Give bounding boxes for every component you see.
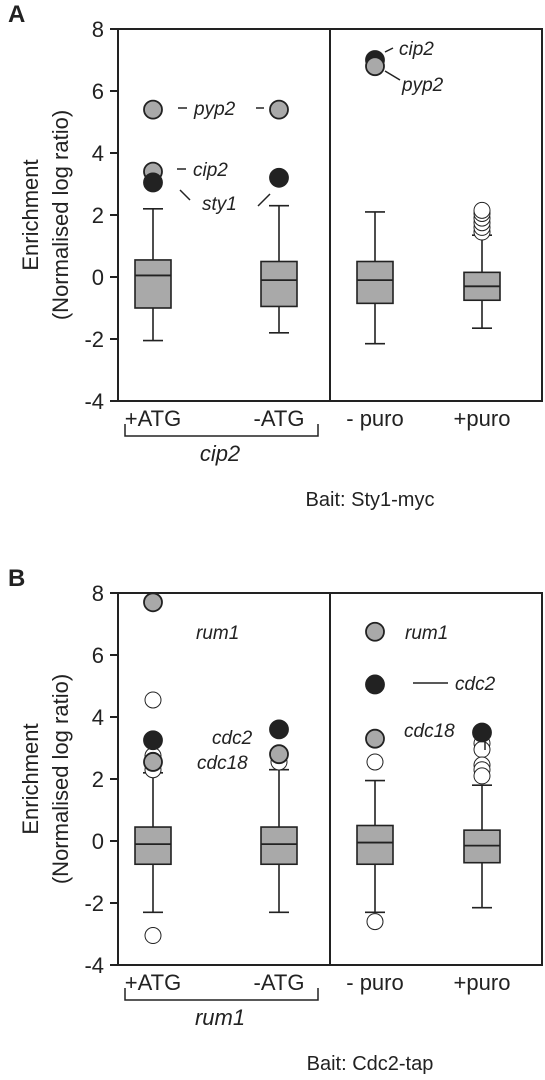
category-label-minus-puro-b: - puro	[346, 970, 403, 995]
group-label-b: rum1	[195, 1005, 245, 1030]
leader-pyp2-puro	[384, 70, 401, 81]
annotation-cdc18-puro: cdc18	[404, 721, 455, 742]
annotation-sty1-a: sty1	[202, 194, 237, 215]
outlier-point	[473, 741, 491, 759]
box-minus-atg-a	[260, 204, 298, 334]
category-label-plus-atg-b: +ATG	[125, 970, 181, 995]
y-tick-label: 6	[92, 79, 104, 104]
group-bracket-b	[124, 988, 319, 1001]
highlighted-point-gray	[143, 592, 163, 613]
boxes-a	[134, 204, 501, 345]
highlighted-point-black	[143, 172, 163, 193]
y-tick-label: 2	[92, 203, 104, 228]
y-tick-label: 8	[92, 581, 104, 606]
highlighted-point-black	[269, 719, 289, 740]
box-minus-puro-b	[356, 779, 394, 914]
highlighted-point-black	[472, 722, 492, 743]
annotation-cip2-a: cip2	[193, 160, 228, 181]
panel-a: A 8 6 4 2 0 -2 -4 Enrichment (Normalised log r…	[8, 1, 543, 511]
panel-b: B 8 6 4 2 0 -2 -4 Enrichment (Normalised log r…	[8, 565, 543, 1075]
outlier-point	[366, 913, 384, 931]
group-bracket-a	[124, 424, 319, 437]
highlighted-points-b	[143, 592, 492, 772]
boxes-b	[134, 768, 501, 914]
outlier-point	[473, 767, 491, 785]
y-tick-label: -4	[84, 389, 104, 414]
annotation-rum1-b: rum1	[196, 623, 239, 644]
box-plusminus-atg-a	[134, 208, 172, 342]
box-iqr	[134, 826, 172, 866]
y-axis-b: 8 6 4 2 0 -2 -4	[84, 581, 118, 978]
annotation-pyp2-puro: pyp2	[401, 75, 444, 96]
highlighted-point-gray	[365, 728, 385, 749]
highlighted-point-gray	[143, 99, 163, 120]
panel-letter-a: A	[8, 1, 25, 28]
highlighted-point-black	[269, 167, 289, 188]
y-tick-label: 8	[92, 17, 104, 42]
panel-letter-b: B	[8, 565, 25, 592]
y-tick-label: 6	[92, 643, 104, 668]
annotation-cdc18-b: cdc18	[197, 753, 248, 774]
box-iqr	[260, 826, 298, 866]
box-plusminus-puro-a	[463, 234, 501, 329]
y-tick-label: -4	[84, 953, 104, 978]
highlighted-points-a	[143, 50, 385, 193]
outlier-point	[144, 691, 162, 709]
y-axis-label-b-line2: (Normalised log ratio)	[48, 674, 73, 884]
highlighted-point-gray	[269, 744, 289, 765]
highlighted-point-gray	[365, 56, 385, 77]
y-tick-label: -2	[84, 327, 104, 352]
annotation-rum1-puro: rum1	[405, 623, 448, 644]
category-label-plus-atg-a: +ATG	[125, 406, 181, 431]
box-plusminus-puro-b	[463, 784, 501, 909]
y-axis-label-a-line2: (Normalised log ratio)	[48, 110, 73, 320]
box-iqr	[134, 259, 172, 309]
annotation-cdc2-b: cdc2	[212, 728, 253, 749]
group-label-a: cip2	[200, 441, 240, 466]
y-tick-label: 0	[92, 829, 104, 854]
y-axis-label-a-line1: Enrichment	[18, 159, 43, 270]
y-tick-label: 2	[92, 767, 104, 792]
category-label-plus-puro-b: +puro	[454, 970, 511, 995]
y-axis-a: 8 6 4 2 0 -2 -4	[84, 17, 118, 414]
annotation-cdc2-puro: cdc2	[455, 674, 496, 695]
y-axis-label-b-line1: Enrichment	[18, 723, 43, 834]
outlier-point	[144, 927, 162, 945]
highlighted-point-black	[143, 730, 163, 751]
box-minus-puro-a	[356, 211, 394, 345]
category-label-minus-puro-a: - puro	[346, 406, 403, 431]
annotation-cip2-puro: cip2	[399, 39, 434, 60]
box-plusminus-atg-b	[134, 771, 172, 914]
highlighted-point-gray	[365, 621, 385, 642]
leader-cip2-puro	[384, 47, 394, 53]
category-label-minus-atg-b: -ATG	[254, 970, 305, 995]
box-iqr	[356, 824, 394, 866]
category-label-minus-atg-a: -ATG	[254, 406, 305, 431]
outlier-point	[473, 201, 491, 219]
y-tick-label: 4	[92, 705, 104, 730]
y-tick-label: 0	[92, 265, 104, 290]
bait-label-b: Bait: Cdc2-tap	[307, 1053, 434, 1075]
box-iqr	[356, 260, 394, 305]
leader-sty1-left	[179, 189, 191, 201]
bait-label-a: Bait: Sty1-myc	[306, 489, 435, 511]
box-iqr	[260, 260, 298, 308]
category-label-plus-puro-a: +puro	[454, 406, 511, 431]
highlighted-point-gray	[269, 99, 289, 120]
y-tick-label: -2	[84, 891, 104, 916]
y-tick-label: 4	[92, 141, 104, 166]
annotation-pyp2-a: pyp2	[193, 99, 236, 120]
leader-sty1-right	[257, 193, 271, 207]
outlier-point	[366, 753, 384, 771]
highlighted-point-black	[365, 674, 385, 695]
box-minus-atg-b	[260, 768, 298, 914]
outliers-a	[473, 201, 491, 241]
highlighted-point-gray	[143, 752, 163, 772]
